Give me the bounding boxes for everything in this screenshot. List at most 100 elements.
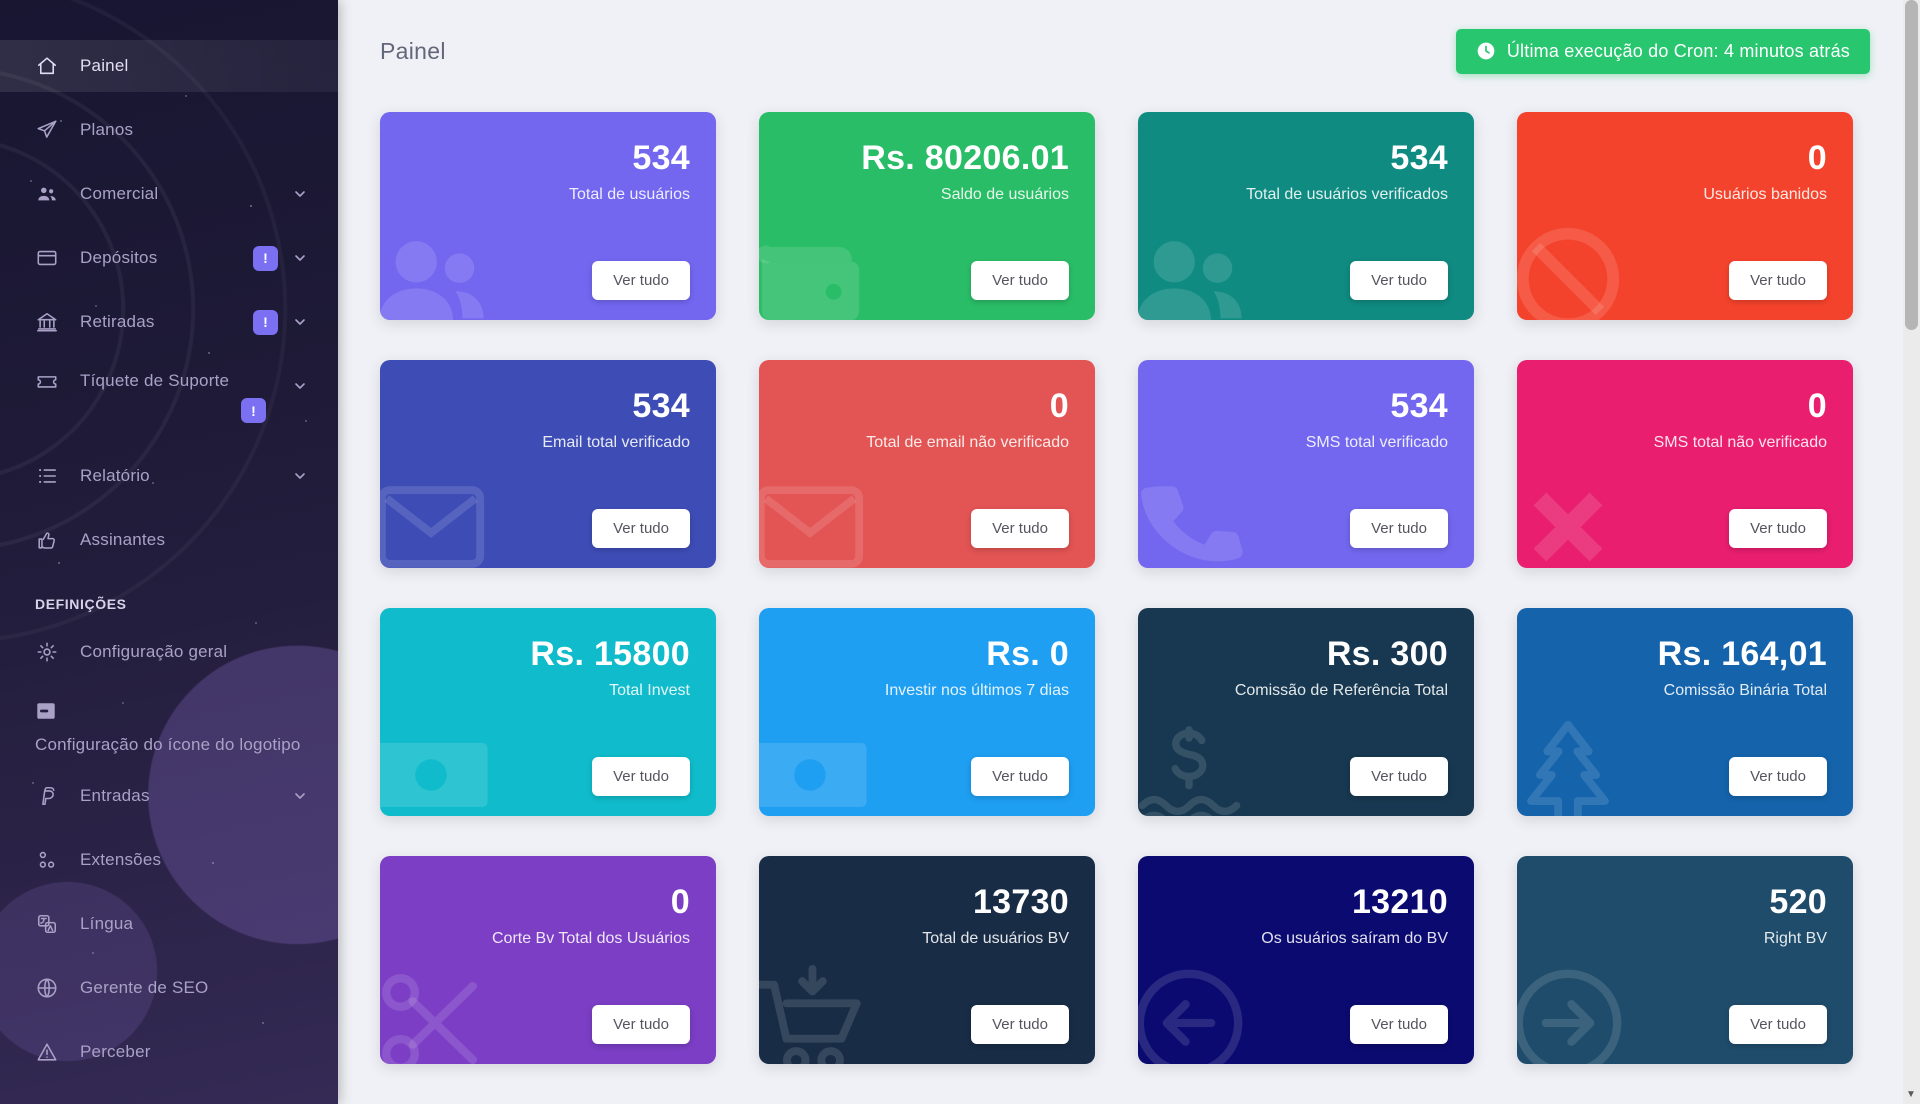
stat-value: 534 bbox=[632, 139, 690, 177]
stats-grid: 534 Total de usuários Ver tudo Rs. 80206… bbox=[380, 112, 1870, 1064]
view-all-button[interactable]: Ver tudo bbox=[1350, 1005, 1448, 1044]
banknote-icon bbox=[759, 716, 869, 816]
clock-icon bbox=[1476, 41, 1496, 61]
page-title: Painel bbox=[380, 37, 446, 64]
sidebar-item-label: Tíquete de Suporte bbox=[80, 371, 230, 390]
stat-label: Total Invest bbox=[609, 682, 690, 700]
sidebar: Painel Planos Comercial Depósitos ! Reti… bbox=[0, 0, 338, 1104]
view-all-button[interactable]: Ver tudo bbox=[971, 509, 1069, 548]
hand-dollar-icon bbox=[1138, 716, 1248, 816]
arrow-circle-left-icon bbox=[1138, 964, 1248, 1064]
sidebar-item-relatorio[interactable]: Relatório bbox=[0, 450, 338, 502]
view-all-button[interactable]: Ver tudo bbox=[592, 1005, 690, 1044]
chevron-down-icon bbox=[292, 314, 308, 330]
stat-label: Os usuários saíram do BV bbox=[1261, 930, 1448, 948]
sidebar-item-label: Assinantes bbox=[80, 530, 166, 549]
home-icon bbox=[36, 55, 58, 77]
sidebar-item-configuracao-geral[interactable]: Configuração geral bbox=[0, 626, 338, 678]
cart-down-icon bbox=[759, 964, 869, 1064]
view-all-button[interactable]: Ver tudo bbox=[971, 261, 1069, 300]
sidebar-item-extensoes[interactable]: Extensões bbox=[0, 834, 338, 886]
stat-value: Rs. 15800 bbox=[530, 635, 690, 673]
sidebar-item-label: Painel bbox=[80, 56, 129, 75]
sidebar-item-label: Planos bbox=[80, 120, 134, 139]
warning-icon bbox=[36, 1041, 58, 1063]
view-all-button[interactable]: Ver tudo bbox=[1729, 509, 1827, 548]
chevron-down-icon bbox=[292, 186, 308, 202]
view-all-button[interactable]: Ver tudo bbox=[592, 757, 690, 796]
phone-icon bbox=[1138, 468, 1248, 568]
stat-label: Investir nos últimos 7 dias bbox=[884, 682, 1069, 700]
sidebar-item-label: Depósitos bbox=[80, 248, 158, 267]
stat-value: 520 bbox=[1769, 883, 1827, 921]
stat-label: Usuários banidos bbox=[1703, 186, 1827, 204]
stat-card-total-usuarios: 534 Total de usuários Ver tudo bbox=[380, 112, 716, 320]
stat-value: 0 bbox=[1049, 387, 1069, 425]
sidebar-item-gerente-de-seo[interactable]: Gerente de SEO bbox=[0, 962, 338, 1014]
envelope-icon bbox=[759, 468, 869, 568]
sidebar-item-label: Extensões bbox=[80, 850, 162, 870]
sidebar-item-label: Perceber bbox=[80, 1042, 151, 1062]
scrollbar-track[interactable]: ▼ bbox=[1903, 0, 1920, 1104]
stat-label: SMS total não verificado bbox=[1653, 434, 1827, 452]
sidebar-item-label: Configuração do ícone do logotipo bbox=[35, 735, 301, 754]
view-all-button[interactable]: Ver tudo bbox=[1729, 261, 1827, 300]
scrollbar-thumb[interactable] bbox=[1905, 0, 1918, 330]
stat-card-usuarios-verificados: 534 Total de usuários verificados Ver tu… bbox=[1138, 112, 1474, 320]
stat-card-corte-bv: 0 Corte Bv Total dos Usuários Ver tudo bbox=[380, 856, 716, 1064]
stat-card-sms-verificado: 534 SMS total verificado Ver tudo bbox=[1138, 360, 1474, 568]
list-icon bbox=[36, 465, 58, 487]
sidebar-item-label: Entradas bbox=[80, 786, 150, 806]
view-all-button[interactable]: Ver tudo bbox=[1729, 1005, 1827, 1044]
sidebar-item-depositos[interactable]: Depósitos ! bbox=[0, 232, 338, 284]
users-group-icon bbox=[1138, 220, 1248, 320]
sidebar-item-painel[interactable]: Painel bbox=[0, 40, 338, 92]
sidebar-item-planos[interactable]: Planos bbox=[0, 104, 338, 156]
sidebar-item-entradas[interactable]: Entradas bbox=[0, 770, 338, 822]
stat-label: Email total verificado bbox=[542, 434, 690, 452]
sidebar-item-perceber[interactable]: Perceber bbox=[0, 1026, 338, 1078]
view-all-button[interactable]: Ver tudo bbox=[971, 757, 1069, 796]
stat-label: SMS total verificado bbox=[1305, 434, 1448, 452]
notification-badge: ! bbox=[253, 245, 278, 271]
sidebar-nav: Painel Planos Comercial Depósitos ! Reti… bbox=[0, 0, 338, 1078]
view-all-button[interactable]: Ver tudo bbox=[1729, 757, 1827, 796]
sidebar-item-label: Língua bbox=[80, 914, 134, 934]
stat-card-total-invest: Rs. 15800 Total Invest Ver tudo bbox=[380, 608, 716, 816]
tree-icon bbox=[1517, 716, 1627, 816]
stat-label: Right BV bbox=[1763, 930, 1827, 948]
stat-label: Saldo de usuários bbox=[940, 186, 1069, 204]
sidebar-item-retiradas[interactable]: Retiradas ! bbox=[0, 296, 338, 348]
ticket-icon bbox=[36, 370, 58, 392]
sidebar-item-tiquete-de-suporte[interactable]: Tíquete de Suporte ! bbox=[0, 360, 338, 438]
stat-card-comissao-binaria: Rs. 164,01 Comissão Binária Total Ver tu… bbox=[1517, 608, 1853, 816]
scrollbar-down-arrow[interactable]: ▼ bbox=[1906, 1089, 1916, 1100]
users-group-icon bbox=[380, 220, 490, 320]
language-icon bbox=[36, 913, 58, 935]
sidebar-item-lingua[interactable]: Língua bbox=[0, 898, 338, 950]
sidebar-item-configuracao-icone-logotipo[interactable]: Configuração do ícone do logotipo bbox=[0, 690, 338, 758]
stat-value: Rs. 164,01 bbox=[1657, 635, 1827, 673]
sidebar-item-comercial[interactable]: Comercial bbox=[0, 168, 338, 220]
stat-label: Comissão de Referência Total bbox=[1234, 682, 1448, 700]
view-all-button[interactable]: Ver tudo bbox=[1350, 757, 1448, 796]
sidebar-item-label: Comercial bbox=[80, 184, 159, 203]
stat-card-usuarios-banidos: 0 Usuários banidos Ver tudo bbox=[1517, 112, 1853, 320]
view-all-button[interactable]: Ver tudo bbox=[1350, 261, 1448, 300]
sidebar-item-label: Relatório bbox=[80, 466, 150, 485]
sidebar-item-assinantes[interactable]: Assinantes bbox=[0, 514, 338, 566]
stat-card-email-verificado: 534 Email total verificado Ver tudo bbox=[380, 360, 716, 568]
stat-value: 0 bbox=[1807, 387, 1827, 425]
stat-value: Rs. 0 bbox=[986, 635, 1069, 673]
sidebar-item-label: Configuração geral bbox=[80, 642, 228, 661]
view-all-button[interactable]: Ver tudo bbox=[1350, 509, 1448, 548]
notification-badge: ! bbox=[253, 309, 278, 335]
envelope-icon bbox=[380, 468, 490, 568]
view-all-button[interactable]: Ver tudo bbox=[971, 1005, 1069, 1044]
view-all-button[interactable]: Ver tudo bbox=[592, 261, 690, 300]
chevron-down-icon bbox=[292, 250, 308, 266]
sidebar-item-label: Retiradas bbox=[80, 312, 155, 331]
main-content: Painel Última execução do Cron: 4 minuto… bbox=[338, 0, 1920, 1104]
view-all-button[interactable]: Ver tudo bbox=[592, 509, 690, 548]
stat-label: Total de usuários bbox=[569, 186, 690, 204]
